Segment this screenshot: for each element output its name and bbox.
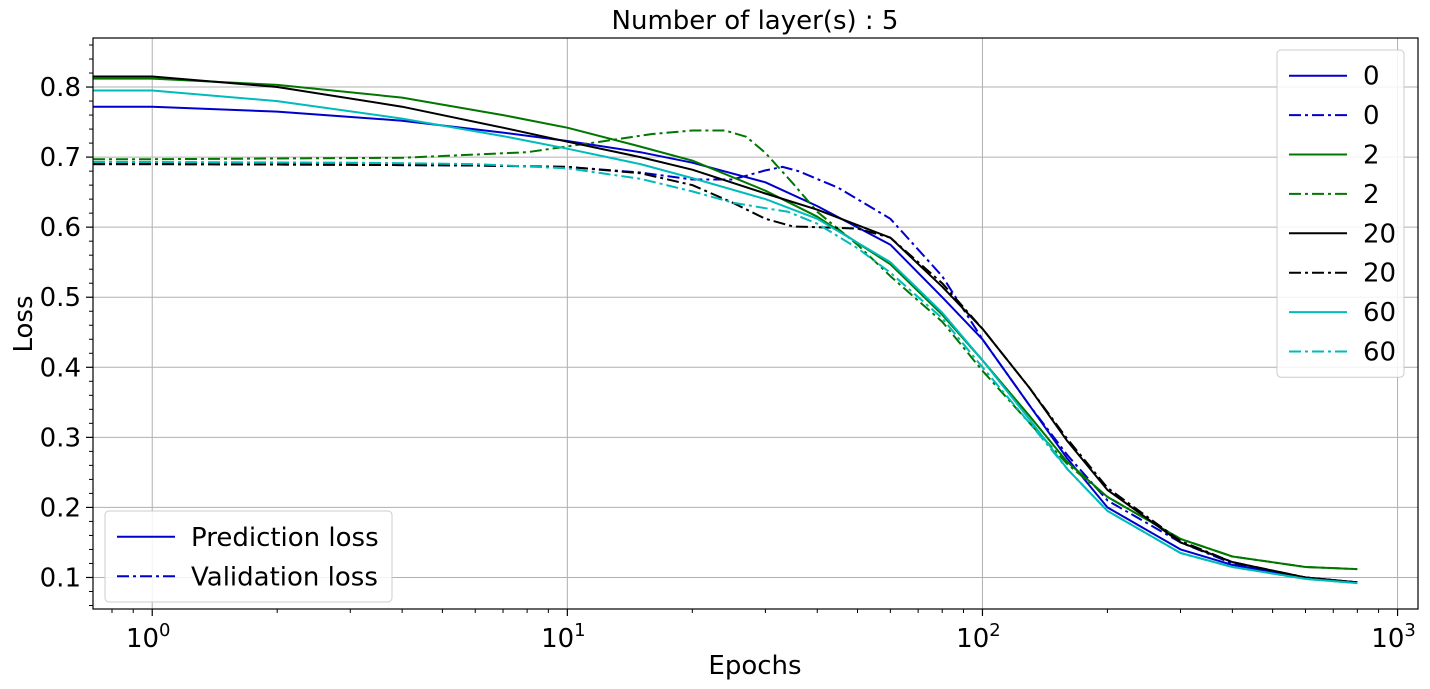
x-tick-label: 100 bbox=[126, 620, 171, 654]
legend-series-entry-label: 60 bbox=[1363, 338, 1396, 368]
legend-loss-type: Prediction loss Validation loss bbox=[104, 510, 393, 603]
legend-series-entry-label: 20 bbox=[1363, 259, 1396, 289]
series-validation-line bbox=[93, 129, 1358, 571]
x-tick-label: 103 bbox=[1371, 620, 1416, 654]
legend-loss-entry-box bbox=[104, 510, 393, 603]
series-validation-line bbox=[93, 163, 1358, 584]
legend-series-entry-label: 2 bbox=[1363, 180, 1380, 210]
y-tick-label: 0.6 bbox=[40, 213, 81, 243]
legend-series-entry-label: 2 bbox=[1363, 141, 1380, 171]
legend-series-entry-label: 0 bbox=[1363, 101, 1380, 131]
series-validation-line bbox=[93, 161, 1358, 585]
y-tick-label: 0.3 bbox=[40, 423, 81, 453]
axis-ticks: 100 101 102 103 0.1 0.2 0.3 0.4 0.5 0.6 0.7 0.8 bbox=[40, 44, 1416, 654]
series-layer bbox=[93, 75, 1358, 585]
legend-series-entry-box bbox=[1276, 49, 1405, 378]
x-axis-label: Epochs bbox=[708, 651, 801, 681]
y-tick-label: 0.1 bbox=[40, 563, 81, 593]
series-prediction-line bbox=[93, 75, 1358, 584]
legend-series: 0 0 2 2 20 20 60 60 bbox=[1276, 49, 1405, 378]
grid-lines bbox=[93, 38, 1418, 609]
y-tick-label: 0.5 bbox=[40, 283, 81, 313]
legend-series-entry-label: 60 bbox=[1363, 298, 1396, 328]
y-tick-label: 0.4 bbox=[40, 353, 81, 383]
chart-title: Number of layer(s) : 5 bbox=[612, 6, 899, 36]
y-tick-label: 0.7 bbox=[40, 143, 81, 173]
series-prediction-line bbox=[93, 105, 1358, 584]
y-tick-label: 0.2 bbox=[40, 493, 81, 523]
legend-series-entry-label: 20 bbox=[1363, 219, 1396, 249]
y-axis-label: Loss bbox=[9, 295, 39, 352]
y-tick-label: 0.8 bbox=[40, 73, 81, 103]
plot-frame bbox=[92, 37, 1419, 610]
legend-loss-entry-label: Prediction loss bbox=[191, 523, 379, 553]
legend-loss-entry-label: Validation loss bbox=[191, 562, 378, 592]
series-validation-line bbox=[93, 163, 1358, 584]
x-tick-label: 102 bbox=[956, 620, 1001, 654]
legend-series-entry-label: 0 bbox=[1363, 62, 1380, 92]
x-tick-label: 101 bbox=[541, 620, 586, 654]
